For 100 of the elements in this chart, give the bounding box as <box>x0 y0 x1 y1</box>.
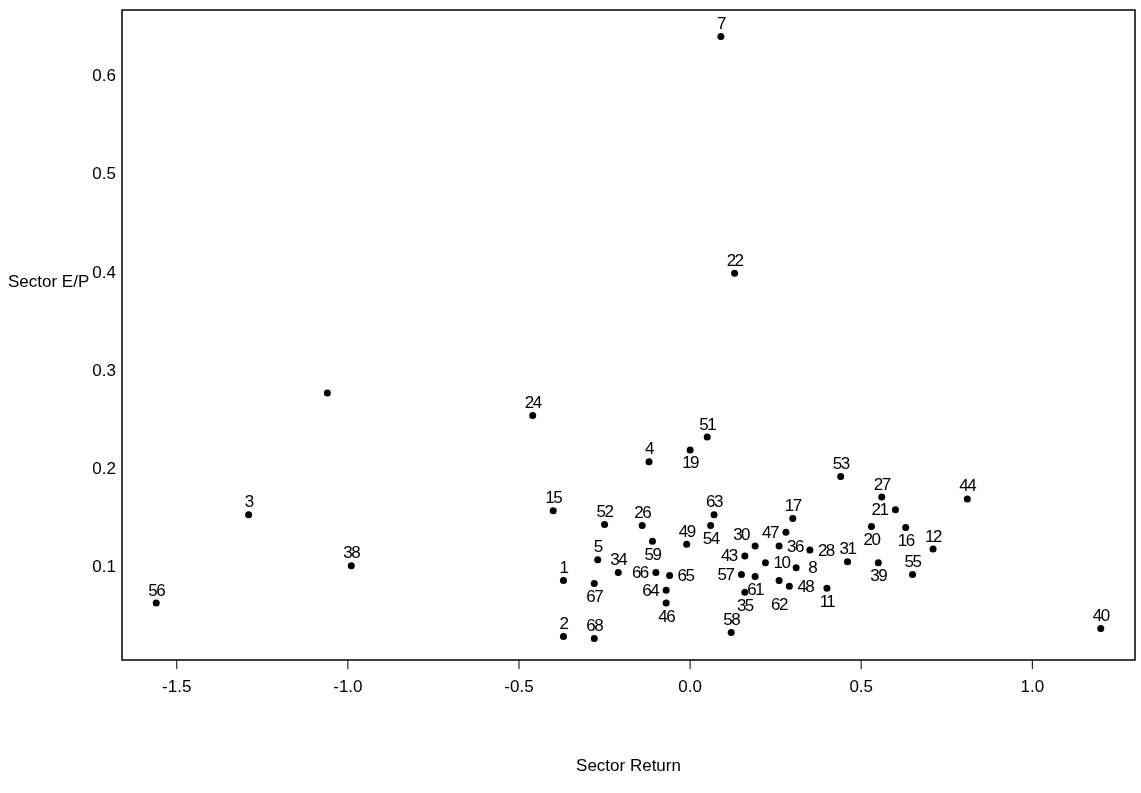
point <box>806 546 814 554</box>
point <box>782 528 790 536</box>
annotation: 17 <box>784 496 802 516</box>
annotation: 28 <box>817 540 835 560</box>
annotation: 2 <box>559 613 569 633</box>
annotation: 44 <box>959 476 977 496</box>
point <box>152 599 160 607</box>
point <box>775 576 783 584</box>
point <box>347 562 355 570</box>
annotation: 39 <box>870 566 888 586</box>
annotation: 52 <box>596 502 614 521</box>
point <box>707 521 715 529</box>
point <box>775 542 783 550</box>
point <box>891 506 899 514</box>
point <box>731 269 739 277</box>
annotation: 40 <box>1092 606 1110 626</box>
point <box>1097 625 1105 633</box>
point <box>662 599 670 607</box>
point <box>792 564 800 572</box>
point <box>638 521 646 529</box>
annotation: 67 <box>586 586 604 606</box>
point <box>529 412 537 420</box>
annotation: 19 <box>682 453 700 473</box>
y-tick-label: 0.2 <box>92 459 116 479</box>
annotation: 55 <box>904 552 922 572</box>
point <box>874 559 882 567</box>
point <box>686 446 694 454</box>
point <box>902 523 910 531</box>
point <box>727 629 735 637</box>
x-tick-label: -1.5 <box>162 677 192 696</box>
annotation: 63 <box>706 492 724 512</box>
annotation: 16 <box>897 530 915 550</box>
annotation: 68 <box>586 615 604 635</box>
annotation: 22 <box>726 250 744 270</box>
point <box>909 571 917 579</box>
annotation: 27 <box>873 474 891 494</box>
y-tick-label: 0.6 <box>92 66 116 86</box>
point <box>590 579 598 587</box>
annotation: 26 <box>634 502 652 522</box>
point <box>867 522 875 530</box>
point <box>717 33 725 41</box>
annotation: 57 <box>717 565 735 585</box>
point <box>710 511 718 519</box>
annotation: 64 <box>642 580 660 600</box>
y-tick-label: 0.3 <box>92 360 116 380</box>
annotation: 53 <box>832 453 850 473</box>
annotation: 31 <box>839 539 857 559</box>
point <box>963 495 971 503</box>
point <box>590 634 598 642</box>
point <box>323 389 331 397</box>
annotation: 4 <box>645 439 655 459</box>
point <box>789 515 797 523</box>
x-tick-label: 1.0 <box>1020 677 1045 696</box>
point <box>594 556 602 564</box>
point <box>703 433 711 441</box>
x-tick-label: 0.5 <box>849 677 874 696</box>
y-tick-label: 0.4 <box>92 262 116 282</box>
point <box>837 472 845 480</box>
annotation: 34 <box>610 550 628 570</box>
point <box>751 573 759 581</box>
annotation: 49 <box>678 521 696 541</box>
point <box>751 542 759 550</box>
point <box>652 569 660 577</box>
point <box>741 552 749 560</box>
x-axis-title: Sector Return <box>576 756 681 775</box>
point <box>785 582 793 590</box>
annotation: 46 <box>658 606 676 626</box>
annotation: 36 <box>787 536 805 556</box>
point <box>245 511 253 519</box>
annotation: 15 <box>545 488 563 508</box>
annotation: 3 <box>244 492 254 512</box>
annotation: 66 <box>631 563 649 583</box>
annotation: 59 <box>644 544 662 564</box>
annotation: 10 <box>773 553 791 573</box>
point <box>645 458 653 466</box>
point <box>683 540 691 548</box>
annotation: 61 <box>747 580 765 600</box>
annotation: 21 <box>871 500 889 520</box>
annotation: 54 <box>702 528 720 548</box>
annotation: 12 <box>925 526 943 546</box>
annotation: 30 <box>733 524 751 544</box>
annotation: 7 <box>716 14 726 34</box>
point <box>666 572 674 580</box>
annotation: 47 <box>761 522 779 542</box>
annotation: 51 <box>699 414 717 434</box>
y-axis-title: Sector E/P <box>8 272 90 292</box>
point <box>737 571 745 579</box>
annotation: 11 <box>819 591 836 611</box>
annotation: 65 <box>677 566 695 586</box>
point <box>823 584 831 592</box>
annotation: 62 <box>771 594 789 614</box>
annotation: 20 <box>863 529 881 549</box>
point <box>601 521 609 528</box>
annotation: 8 <box>808 558 818 578</box>
point <box>662 586 670 594</box>
annotation: 58 <box>723 610 741 630</box>
annotation: 1 <box>559 557 569 577</box>
annotation: 24 <box>524 393 542 413</box>
point <box>614 569 622 577</box>
point <box>559 632 567 640</box>
